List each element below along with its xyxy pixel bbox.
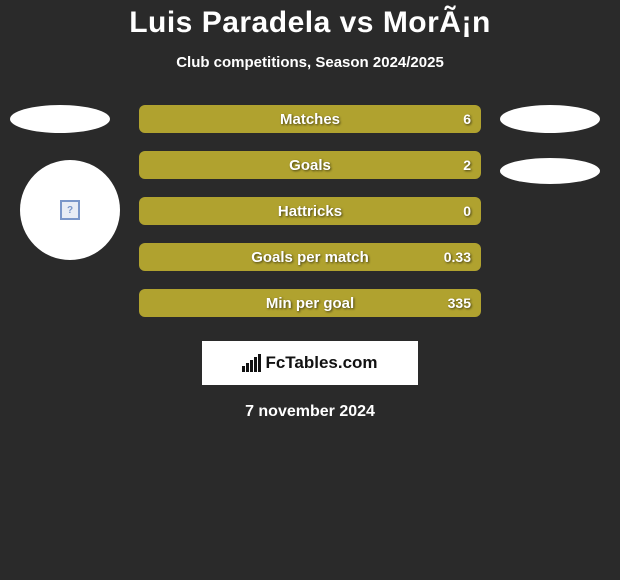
stats-rows-area: ? Matches 6 Goals 2 Hattricks 0 Goals pe…	[0, 105, 620, 335]
player-right-avatar-oval-1	[500, 105, 600, 133]
subtitle: Club competitions, Season 2024/2025	[176, 54, 444, 71]
stat-row-matches: Matches 6	[139, 105, 481, 133]
stat-value: 335	[448, 295, 471, 311]
stat-row-min-per-goal: Min per goal 335	[139, 289, 481, 317]
comparison-container: Luis Paradela vs MorÃ¡n Club competition…	[0, 0, 620, 421]
stat-label: Goals per match	[251, 249, 369, 266]
stat-label: Min per goal	[266, 295, 354, 312]
badge-placeholder-icon: ?	[60, 200, 80, 220]
stat-value: 6	[463, 111, 471, 127]
page-title: Luis Paradela vs MorÃ¡n	[129, 6, 491, 40]
stat-label: Matches	[280, 111, 340, 128]
stat-value: 0	[463, 203, 471, 219]
team-badge-left: ?	[20, 160, 120, 260]
stat-row-goals: Goals 2	[139, 151, 481, 179]
stat-value: 0.33	[444, 249, 471, 265]
brand-box[interactable]: FcTables.com	[202, 341, 418, 385]
player-left-avatar-oval	[10, 105, 110, 133]
player-right-avatar-oval-2	[500, 158, 600, 184]
bar-chart-icon	[242, 354, 261, 372]
stat-row-goals-per-match: Goals per match 0.33	[139, 243, 481, 271]
date-text: 7 november 2024	[245, 403, 375, 421]
stat-row-hattricks: Hattricks 0	[139, 197, 481, 225]
stat-label: Goals	[289, 157, 331, 174]
stat-value: 2	[463, 157, 471, 173]
brand-text: FcTables.com	[265, 353, 377, 373]
stat-label: Hattricks	[278, 203, 342, 220]
